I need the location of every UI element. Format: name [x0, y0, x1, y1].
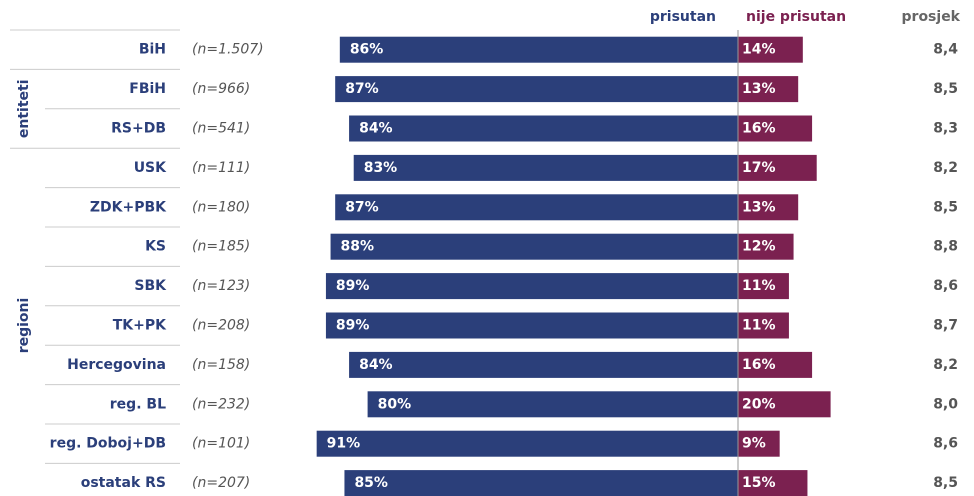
category-label: TK+PK — [113, 318, 167, 334]
category-label: KS — [145, 239, 166, 255]
bar — [330, 233, 738, 260]
bar — [738, 233, 794, 260]
legend-label: prisutan — [650, 9, 716, 25]
value-label: 89% — [336, 278, 370, 294]
category-label: BiH — [139, 42, 166, 58]
average-value: 8,8 — [933, 239, 958, 255]
bar — [738, 391, 831, 418]
bar — [738, 351, 813, 378]
average-value: 8,0 — [933, 396, 958, 412]
value-label: 85% — [354, 475, 388, 491]
value-label: 87% — [345, 81, 379, 97]
value-label: 20% — [742, 396, 776, 412]
average-value: 8,2 — [933, 160, 958, 176]
value-label: 89% — [336, 318, 370, 334]
bar — [738, 194, 799, 221]
category-label: RS+DB — [111, 121, 166, 137]
bar — [738, 470, 808, 496]
bar — [738, 273, 789, 300]
value-label: 13% — [742, 199, 776, 215]
value-label: 91% — [327, 436, 361, 452]
category-label: ZDK+PBK — [90, 199, 167, 215]
value-label: 16% — [742, 121, 776, 137]
sample-size: (n=966) — [192, 81, 250, 97]
category-label: reg. Doboj+DB — [50, 436, 166, 452]
sample-size: (n=185) — [192, 239, 250, 255]
value-label: 84% — [359, 121, 393, 137]
average-value: 8,4 — [933, 42, 958, 58]
sample-size: (n=123) — [192, 278, 250, 294]
value-label: 13% — [742, 81, 776, 97]
sample-size: (n=101) — [192, 436, 250, 452]
bar — [738, 36, 803, 63]
average-value: 8,6 — [933, 278, 958, 294]
category-label: reg. BL — [110, 396, 166, 412]
legend-label: nije prisutan — [746, 9, 846, 25]
group-label: regioni — [16, 298, 32, 354]
bar — [344, 470, 738, 496]
value-label: 11% — [742, 318, 776, 334]
bar — [325, 273, 738, 300]
value-label: 11% — [742, 278, 776, 294]
value-label: 80% — [378, 396, 412, 412]
average-value: 8,5 — [933, 199, 958, 215]
column-header: prosjek — [902, 9, 961, 25]
bar — [325, 312, 738, 339]
average-value: 8,6 — [933, 436, 958, 452]
sample-size: (n=1.507) — [192, 42, 264, 58]
group-label: entiteti — [16, 79, 32, 138]
value-label: 16% — [742, 357, 776, 373]
sample-size: (n=232) — [192, 396, 250, 412]
category-label: ostatak RS — [81, 475, 166, 491]
bar — [738, 115, 813, 142]
sample-size: (n=541) — [192, 121, 250, 137]
bar — [738, 312, 789, 339]
value-label: 9% — [742, 436, 766, 452]
value-label: 14% — [742, 42, 776, 58]
bar — [335, 76, 738, 103]
bar — [339, 36, 738, 63]
value-label: 86% — [350, 42, 384, 58]
sample-size: (n=208) — [192, 318, 250, 334]
category-label: USK — [134, 160, 167, 176]
average-value: 8,2 — [933, 357, 958, 373]
average-value: 8,5 — [933, 81, 958, 97]
sample-size: (n=111) — [192, 160, 250, 176]
bar — [738, 430, 780, 457]
value-label: 12% — [742, 239, 776, 255]
bar — [353, 154, 738, 181]
category-label: FBiH — [129, 81, 166, 97]
value-label: 84% — [359, 357, 393, 373]
value-label: 83% — [364, 160, 398, 176]
sample-size: (n=158) — [192, 357, 250, 373]
bar — [335, 194, 738, 221]
sample-size: (n=207) — [192, 475, 250, 491]
value-label: 88% — [341, 239, 375, 255]
value-label: 17% — [742, 160, 776, 176]
value-label: 15% — [742, 475, 776, 491]
bar — [738, 76, 799, 103]
average-value: 8,7 — [933, 318, 958, 334]
bar — [738, 154, 817, 181]
average-value: 8,3 — [933, 121, 958, 137]
value-label: 87% — [345, 199, 379, 215]
category-label: SBK — [134, 278, 167, 294]
sample-size: (n=180) — [192, 199, 250, 215]
bar — [349, 115, 738, 142]
average-value: 8,5 — [933, 475, 958, 491]
bar — [349, 351, 738, 378]
bar — [316, 430, 738, 457]
category-label: Hercegovina — [67, 357, 166, 373]
bar — [367, 391, 738, 418]
